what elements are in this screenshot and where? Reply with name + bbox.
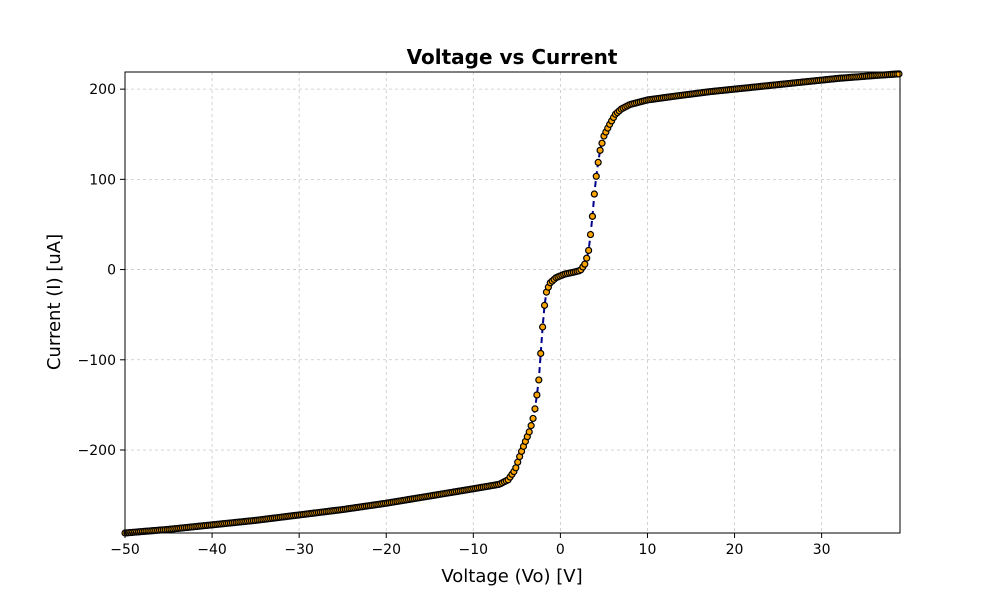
data-point bbox=[527, 422, 535, 430]
y-tick-label: 200 bbox=[89, 82, 116, 98]
x-tick-label: 30 bbox=[813, 542, 831, 558]
x-tick-label: −30 bbox=[284, 542, 314, 558]
y-tick-label: 100 bbox=[89, 172, 116, 188]
data-point bbox=[596, 146, 604, 154]
grid-layer bbox=[124, 72, 900, 533]
y-axis-label: Current (I) [uA] bbox=[44, 234, 65, 370]
x-tick-label: −10 bbox=[459, 542, 489, 558]
data-point bbox=[583, 254, 591, 262]
data-point bbox=[592, 172, 600, 180]
series-layer bbox=[124, 72, 900, 534]
x-tick-label: −50 bbox=[110, 542, 140, 558]
y-tick-label: 0 bbox=[107, 263, 116, 279]
chart-title: Voltage vs Current bbox=[407, 45, 618, 69]
data-point bbox=[535, 376, 543, 384]
data-point bbox=[586, 230, 595, 239]
x-tick-label: −20 bbox=[371, 542, 401, 558]
data-point bbox=[525, 428, 533, 436]
x-tick-label: 0 bbox=[556, 542, 565, 558]
data-point bbox=[529, 414, 537, 423]
y-tick-label: −100 bbox=[78, 353, 116, 369]
series-line bbox=[124, 72, 900, 534]
data-point bbox=[531, 405, 539, 413]
data-point bbox=[581, 260, 589, 268]
x-tick-label: 10 bbox=[639, 542, 657, 558]
data-point bbox=[539, 323, 547, 331]
data-point bbox=[533, 391, 541, 399]
plot-frame bbox=[124, 71, 901, 534]
x-tick-label: −40 bbox=[197, 542, 227, 558]
data-point bbox=[594, 158, 602, 166]
y-tick-label: −200 bbox=[78, 443, 116, 459]
x-axis-label: Voltage (Vo) [V] bbox=[441, 566, 582, 587]
data-point bbox=[585, 246, 593, 255]
data-point bbox=[598, 139, 606, 147]
data-point bbox=[590, 190, 598, 198]
x-tick-label: 20 bbox=[726, 542, 744, 558]
data-point bbox=[540, 301, 549, 309]
data-point bbox=[537, 349, 545, 358]
marker-layer bbox=[121, 70, 903, 537]
data-point bbox=[588, 212, 597, 220]
